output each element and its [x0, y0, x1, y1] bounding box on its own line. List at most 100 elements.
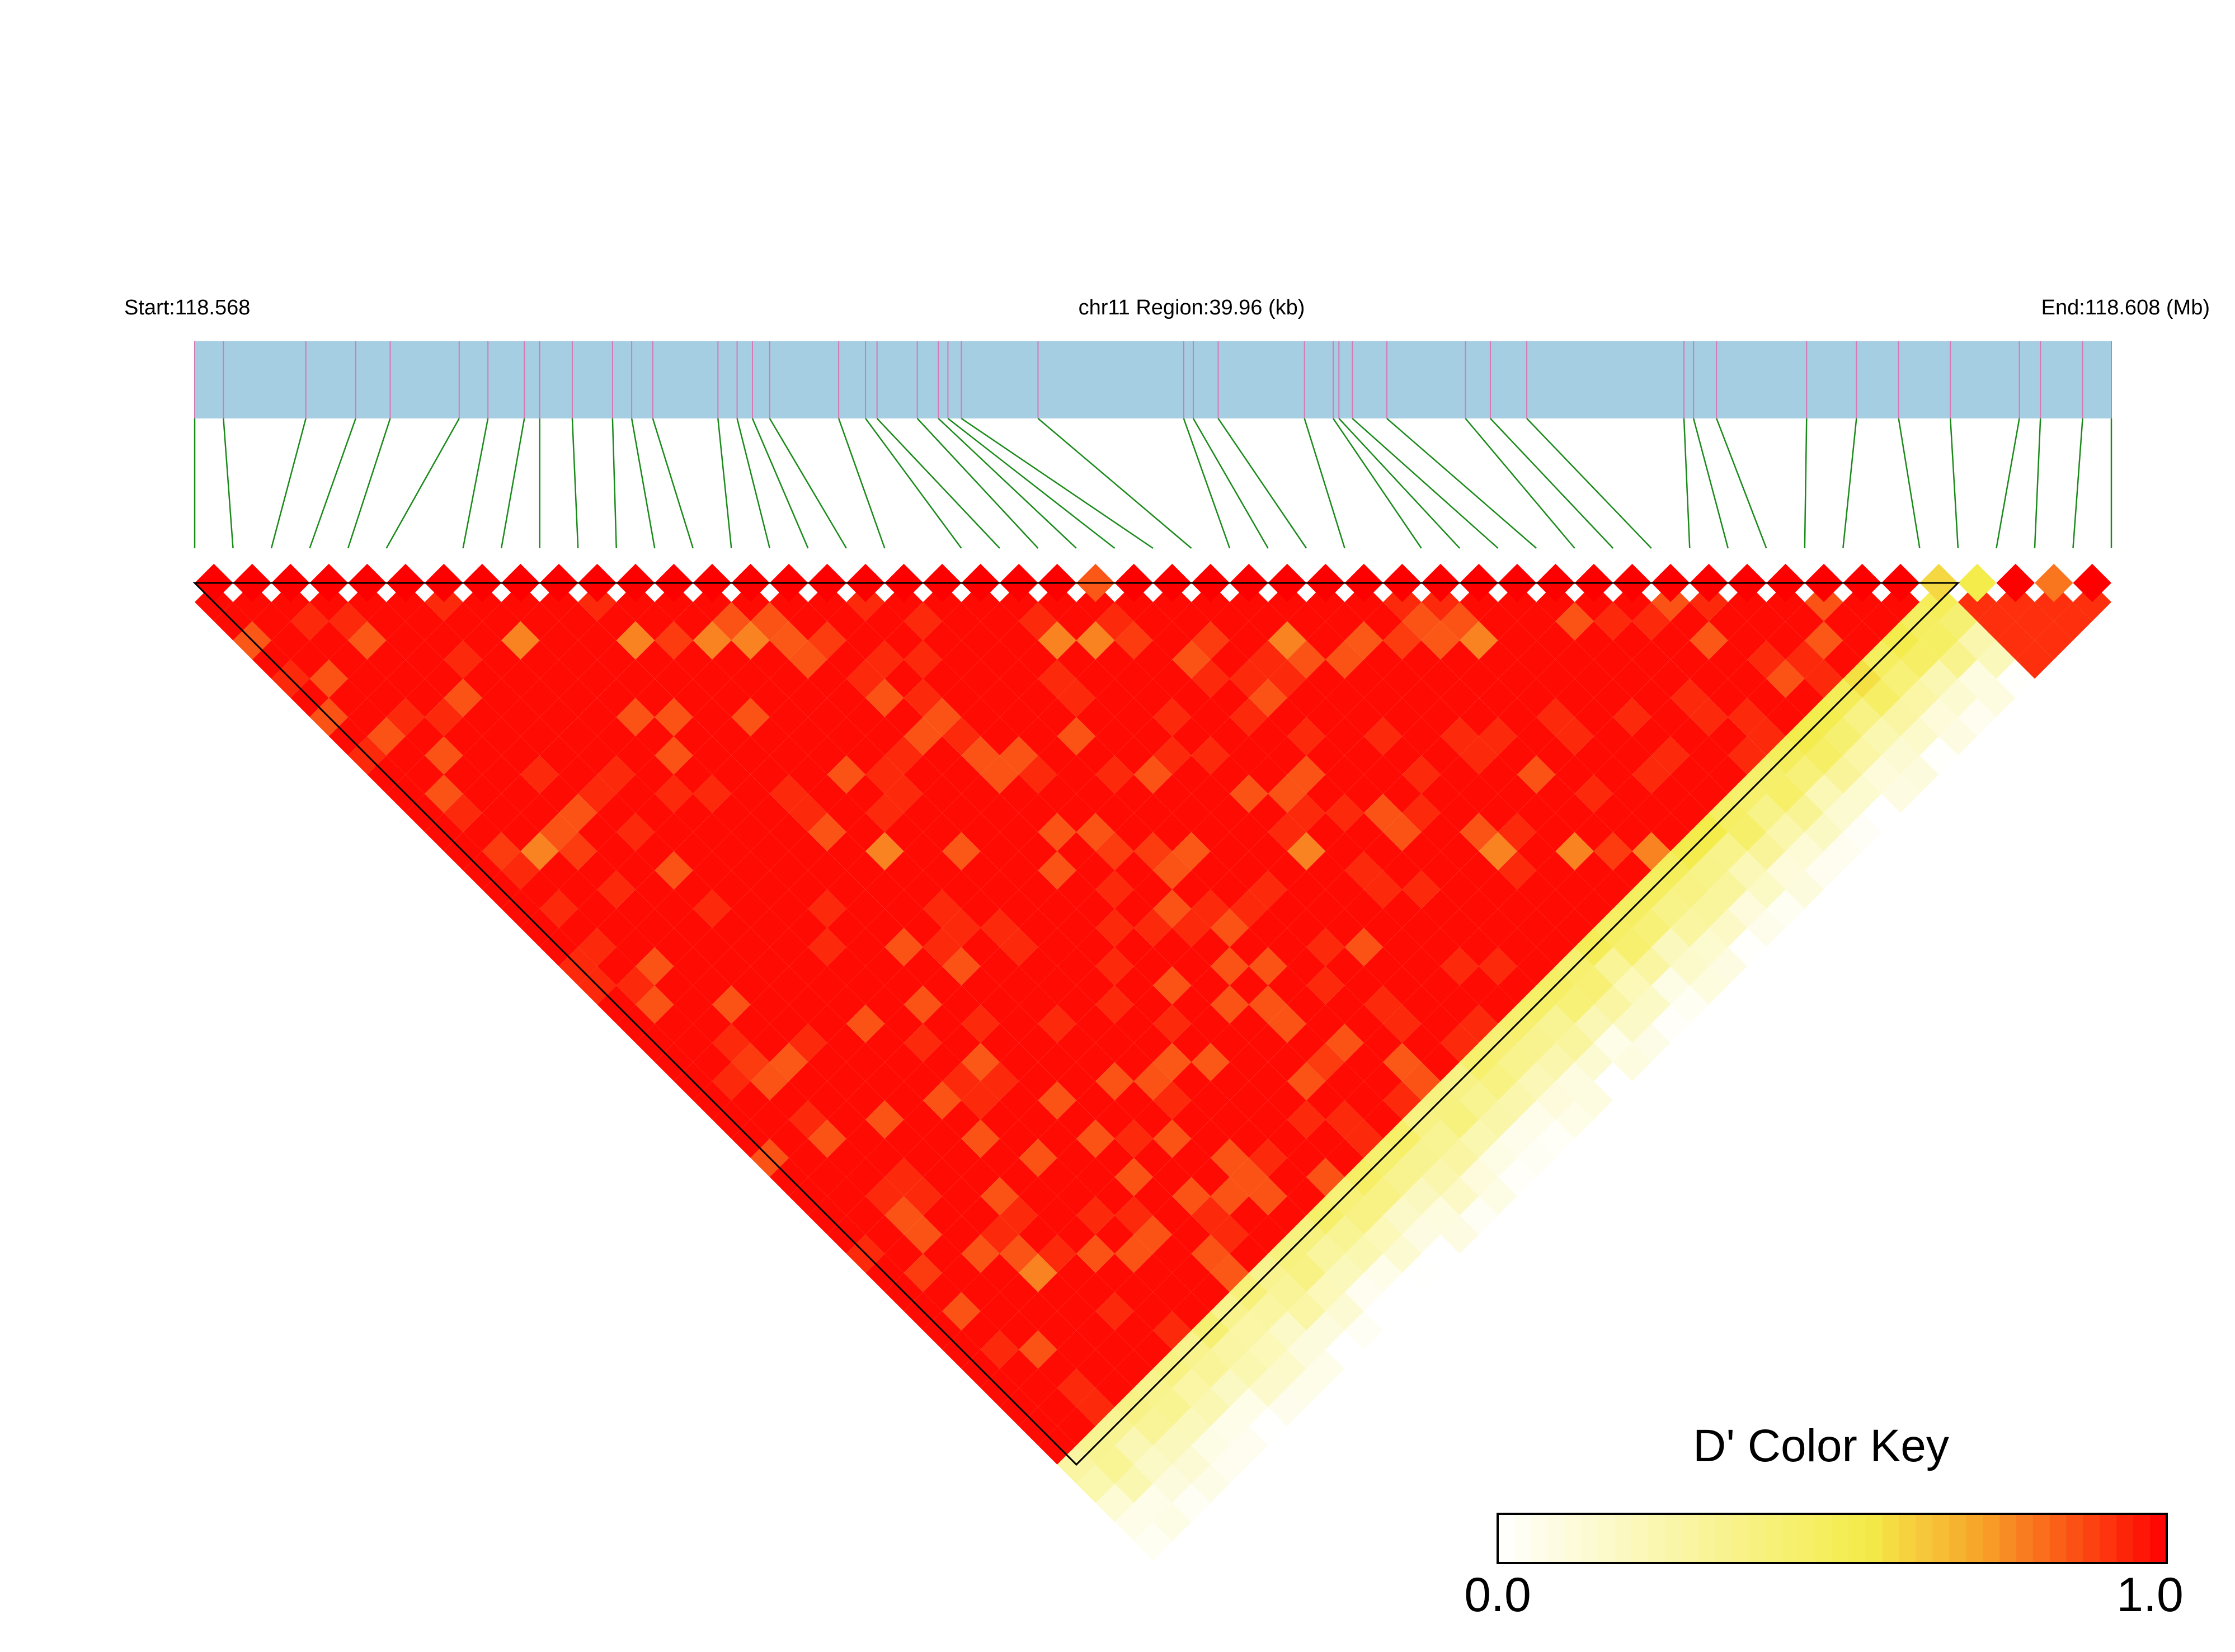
- ld-cell: [1019, 1368, 1057, 1408]
- snp-connector: [961, 417, 1154, 549]
- ld-cell: [769, 1004, 808, 1043]
- ld-cell: [923, 1157, 962, 1197]
- ld-cell: [2034, 621, 2073, 660]
- ld-cell: [1076, 1157, 1115, 1197]
- ld-cell: [1287, 1062, 1326, 1101]
- snp-connector: [947, 418, 1116, 549]
- color-key-swatch: [1615, 1514, 1632, 1563]
- ld-cell: [999, 1119, 1038, 1158]
- ld-cell: [1421, 851, 1460, 890]
- ld-cell: [1153, 774, 1192, 813]
- ld-cell: [1344, 1081, 1384, 1120]
- ld-cell: [1460, 736, 1498, 775]
- ld-cell: [923, 1196, 962, 1235]
- ld-cell: [1153, 966, 1192, 1005]
- color-key-swatch: [1983, 1514, 2000, 1563]
- ld-cell: [1555, 832, 1594, 870]
- ld-cell: [1862, 679, 1901, 717]
- ld-cell: [1593, 640, 1632, 679]
- snp-connector: [611, 418, 617, 549]
- ld-cell: [1268, 1311, 1307, 1350]
- ld-cell: [1172, 909, 1211, 947]
- ld-cell: [1249, 1023, 1287, 1062]
- ld-cell: [1517, 602, 1556, 641]
- ld-cell: [1690, 621, 1728, 660]
- color-key-swatch: [2032, 1514, 2050, 1563]
- snp-connector: [652, 418, 694, 549]
- snp-connector: [1804, 418, 1808, 549]
- ld-cell: [1766, 774, 1805, 813]
- ld-cell: [1133, 1445, 1173, 1484]
- ld-cell: [769, 928, 808, 967]
- ld-cell: [1153, 1503, 1192, 1541]
- ld-cell: [1728, 813, 1767, 851]
- ld-cell: [1114, 1234, 1153, 1273]
- chromosome-track: [195, 341, 2111, 418]
- ld-cell: [980, 1215, 1019, 1254]
- snp-connector: [571, 418, 579, 549]
- ld-cell: [1114, 1503, 1153, 1541]
- ld-cell: [769, 1043, 808, 1081]
- ld-cell: [1479, 679, 1517, 717]
- ld-cell: [1479, 947, 1517, 986]
- ld-cell: [1402, 1215, 1441, 1254]
- ld-cell: [1249, 1062, 1287, 1101]
- ld-cell: [999, 1196, 1038, 1235]
- ld-cell: [1038, 1387, 1076, 1427]
- ld-cell: [769, 1081, 808, 1120]
- ld-cell: [1133, 793, 1173, 832]
- ld-cell: [1824, 640, 1862, 679]
- ld-cell: [961, 1196, 1000, 1235]
- ld-cell: [1383, 1273, 1422, 1311]
- ld-cell: [1479, 909, 1517, 947]
- ld-cell: [1325, 640, 1364, 679]
- ld-cell: [1804, 660, 1843, 698]
- snp-connector: [1037, 418, 1192, 549]
- color-key-swatch: [1882, 1514, 1900, 1563]
- color-key-swatch: [2100, 1514, 2118, 1563]
- ld-cell: [1133, 640, 1173, 679]
- ld-cell: [1287, 985, 1326, 1024]
- ld-cell: [1479, 755, 1517, 794]
- ld-cell: [1479, 1177, 1517, 1216]
- ld-cell: [1153, 813, 1192, 851]
- ld-cell: [1230, 966, 1268, 1005]
- ld-cell: [1536, 621, 1575, 660]
- ld-cell: [1153, 1311, 1192, 1350]
- ld-cell: [1632, 679, 1671, 717]
- snp-connector: [2072, 418, 2083, 549]
- ld-cell: [1977, 640, 2016, 679]
- ld-cell: [1268, 1081, 1307, 1120]
- ld-cell: [1153, 1004, 1192, 1043]
- ld-cell: [1671, 717, 1709, 756]
- ld-cell: [1076, 1196, 1115, 1235]
- ld-cell: [999, 774, 1038, 813]
- ld-cell: [1153, 851, 1192, 890]
- ld-cell: [1900, 640, 1939, 679]
- ld-cell: [1460, 774, 1498, 813]
- snp-connector: [385, 418, 460, 549]
- ld-cell: [1172, 1100, 1211, 1139]
- ld-cell: [1690, 774, 1728, 813]
- color-key-swatch: [2016, 1514, 2034, 1563]
- ld-cell: [1287, 1368, 1326, 1408]
- ld-cell: [1593, 947, 1632, 986]
- ld-cell: [1287, 1023, 1326, 1062]
- ld-cell: [1095, 1330, 1134, 1369]
- ld-cell: [769, 889, 808, 928]
- color-key-swatch: [1715, 1514, 1733, 1563]
- ld-cell: [1766, 698, 1805, 737]
- ld-cell: [1593, 1023, 1632, 1062]
- ld-cell: [1268, 1004, 1307, 1043]
- snp-connector: [1465, 418, 1575, 549]
- color-key-swatch: [1581, 1514, 1599, 1563]
- ld-cell: [1153, 1043, 1192, 1081]
- ld-cell: [1766, 621, 1805, 660]
- ld-cell: [1210, 909, 1249, 947]
- ld-cell: [1919, 621, 1958, 660]
- ld-cell: [1555, 1100, 1594, 1139]
- color-key-swatch: [1598, 1514, 1616, 1563]
- ld-cell: [1498, 1081, 1537, 1120]
- color-key-swatch: [1547, 1514, 1565, 1563]
- ld-cell: [1421, 1004, 1460, 1043]
